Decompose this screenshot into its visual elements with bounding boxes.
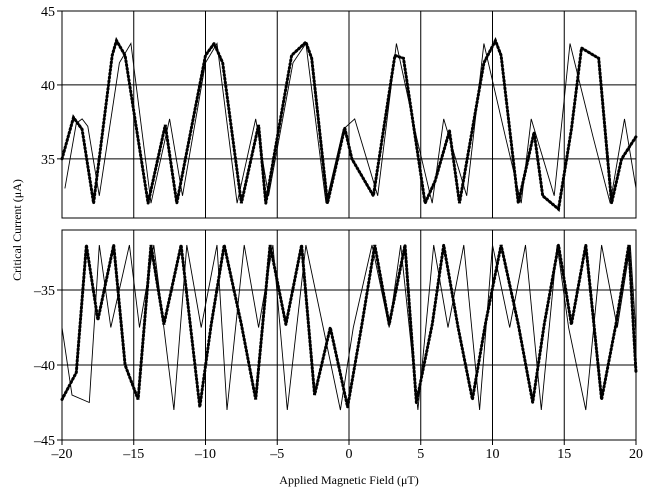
series-positive-model [64,42,637,204]
y-tick-label-negative-1: –40 [33,359,55,374]
x-tick-label-8: 20 [629,447,643,462]
label-layer: 35 40 45 –35 –40 –45–20 –15 –10 –5 0 5 10 15 20 [33,5,643,462]
panel-frame-positive [61,10,637,219]
series-layer [60,36,638,411]
x-axis-title: Applied Magnetic Field (μT) [279,473,418,487]
y-tick-label-positive-0: 35 [41,153,55,168]
y-tick-label-positive-2: 45 [41,5,55,20]
series-positive-measured [60,36,638,212]
x-tick-label-0: –20 [51,447,73,462]
x-tick-label-6: 10 [486,447,500,462]
frame-layer [57,10,637,445]
y-tick-label-negative-2: –45 [33,434,55,449]
x-tick-label-7: 15 [557,447,571,462]
y-tick-label-negative-0: –35 [33,284,55,299]
x-tick-label-2: –10 [194,447,216,462]
y-tick-label-positive-1: 40 [41,79,55,94]
grid-layer [62,11,636,440]
series-negative-measured [60,244,638,408]
x-tick-label-1: –15 [122,447,144,462]
x-tick-label-3: –5 [269,447,284,462]
x-tick-label-5: 5 [417,447,424,462]
x-tick-label-4: 0 [346,447,353,462]
y-axis-title: Critical Current (μA) [10,179,24,281]
